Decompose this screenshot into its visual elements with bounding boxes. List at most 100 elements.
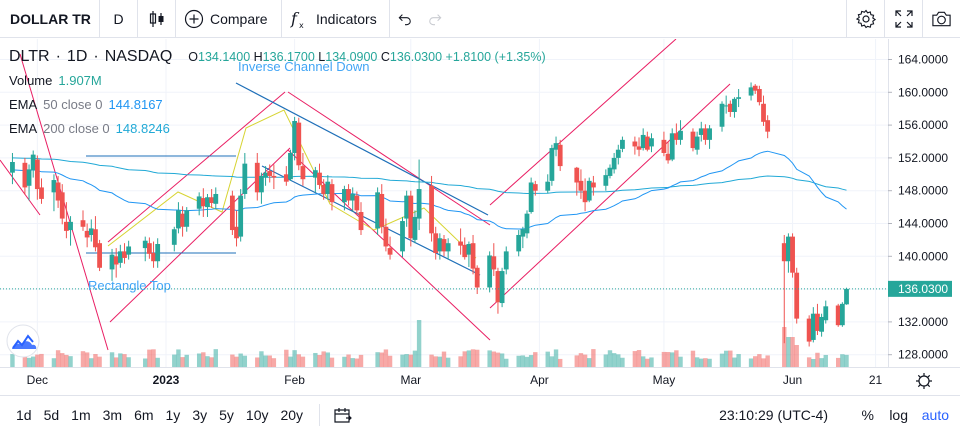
undo-button[interactable]: [390, 0, 420, 38]
candle-body: [458, 241, 463, 246]
range-1m-button[interactable]: 1m: [71, 406, 91, 423]
range-6m-button[interactable]: 6m: [134, 406, 154, 423]
candle-body: [59, 192, 65, 219]
snapshot-button[interactable]: [922, 0, 960, 38]
volume-bar: [815, 352, 820, 367]
volume-bar: [504, 358, 509, 367]
legend-ema50-row[interactable]: EMA 50 close 0 144.8167: [9, 93, 546, 117]
pink-channel-left-upper-line[interactable]: [0, 159, 41, 216]
candle-body: [200, 198, 206, 207]
blue-channel-upper-line[interactable]: [235, 82, 489, 216]
range-5y-button[interactable]: 5y: [219, 406, 234, 423]
clock-timezone[interactable]: 23:10:29 (UTC-4): [719, 407, 828, 423]
candle-body: [810, 313, 816, 340]
candle-body: [445, 243, 451, 252]
ema200-params: 200 close 0: [43, 121, 110, 136]
calendar-goto-icon: [334, 407, 352, 423]
legend-volume-row[interactable]: Volume 1.907M: [9, 69, 546, 93]
compare-button[interactable]: Compare: [176, 0, 282, 38]
ohlc-close: 136.0300: [389, 50, 443, 64]
chart-type-button[interactable]: [138, 0, 176, 38]
volume-bar: [80, 351, 86, 367]
auto-scale-toggle[interactable]: auto: [921, 407, 949, 423]
ema50-params: 50 close 0: [43, 97, 103, 112]
volume-bar: [674, 350, 679, 367]
candle-body: [387, 248, 393, 255]
time-tick-label: Mar: [400, 373, 421, 387]
symbol-search-button[interactable]: DOLLAR TR: [0, 0, 100, 38]
plus-circle-icon: [184, 9, 204, 28]
range-10y-button[interactable]: 10y: [245, 406, 269, 423]
pink-upchannel-lower-line[interactable]: [489, 83, 731, 309]
legend-ema200-row[interactable]: EMA 200 close 0 148.8246: [9, 117, 546, 141]
volume-bar: [325, 352, 331, 367]
volume-bar: [109, 352, 115, 367]
volume-bar: [329, 357, 335, 367]
axis-settings-button[interactable]: [916, 373, 932, 389]
date-range-button[interactable]: [319, 403, 352, 426]
blue-channel-lower-line[interactable]: [261, 165, 481, 276]
percent-scale-toggle[interactable]: %: [861, 407, 874, 423]
volume-bar: [699, 358, 704, 367]
volume-bar: [616, 354, 621, 367]
range-1d-button[interactable]: 1d: [16, 406, 32, 423]
volume-bar: [487, 350, 492, 367]
candle-body: [499, 271, 505, 304]
candle-body: [611, 157, 617, 170]
candle-body: [404, 195, 410, 219]
rectangle-top-label[interactable]: Rectangle Top: [88, 278, 171, 293]
interval-button[interactable]: D: [100, 0, 138, 38]
volume-bar: [255, 357, 260, 367]
range-5d-button[interactable]: 5d: [43, 406, 60, 423]
candle-body: [794, 272, 800, 319]
volume-bar: [35, 354, 40, 367]
volume-bar: [126, 357, 131, 367]
range-3m-button[interactable]: 3m: [102, 406, 123, 423]
candle-body: [142, 240, 148, 249]
log-scale-toggle[interactable]: log: [889, 407, 908, 423]
volume-bar: [694, 357, 700, 367]
price-tick-label: 164.0000: [898, 53, 948, 67]
candle-body: [603, 175, 609, 186]
candle-body: [433, 233, 439, 254]
redo-button[interactable]: [420, 0, 450, 38]
price-chart[interactable]: Inverse Channel Down Rectangle Top 164.0…: [0, 39, 960, 395]
legend-exchange: NASDAQ: [104, 48, 173, 65]
candle-body: [491, 256, 497, 270]
candle-body: [84, 230, 90, 238]
candle-body: [350, 193, 356, 201]
candle-body: [520, 229, 526, 237]
price-tick-label: 140.0000: [898, 249, 948, 263]
candle-body: [690, 131, 696, 149]
pink-downtrend-upper-line[interactable]: [287, 91, 491, 226]
candle-body: [329, 184, 335, 203]
svg-text:x: x: [299, 21, 304, 29]
range-1y-button[interactable]: 1y: [165, 406, 181, 423]
time-axis[interactable]: Dec 2023 Feb Mar Apr May Jun 21: [27, 373, 883, 387]
candle-body: [155, 244, 161, 262]
settings-button[interactable]: [846, 0, 884, 38]
candle-body: [574, 167, 580, 183]
pink-uptrend-upper-line[interactable]: [107, 91, 286, 243]
candle-body: [516, 234, 522, 252]
volume-bar: [184, 354, 189, 367]
tradingview-logo[interactable]: [6, 324, 40, 358]
volume-bar: [172, 354, 177, 367]
pink-upchannel-upper-line[interactable]: [489, 39, 677, 206]
candle-body: [34, 159, 40, 190]
range-20y-button[interactable]: 20y: [280, 406, 304, 423]
pink-uptrend-lower-line[interactable]: [109, 147, 291, 323]
volume-bar: [636, 350, 642, 367]
candle-body: [288, 152, 293, 180]
candle-body: [736, 97, 742, 99]
range-3y-button[interactable]: 3y: [192, 406, 208, 423]
fullscreen-button[interactable]: [884, 0, 922, 38]
volume-bar: [209, 357, 214, 367]
inverse-channel-label[interactable]: Inverse Channel Down: [238, 59, 370, 74]
volume-bar: [723, 350, 729, 367]
price-axis[interactable]: 164.0000 160.0000 156.0000 152.0000 148.0000…: [888, 53, 948, 362]
candle-body: [815, 313, 820, 331]
candle-body: [661, 139, 667, 153]
candle-body: [30, 154, 36, 171]
